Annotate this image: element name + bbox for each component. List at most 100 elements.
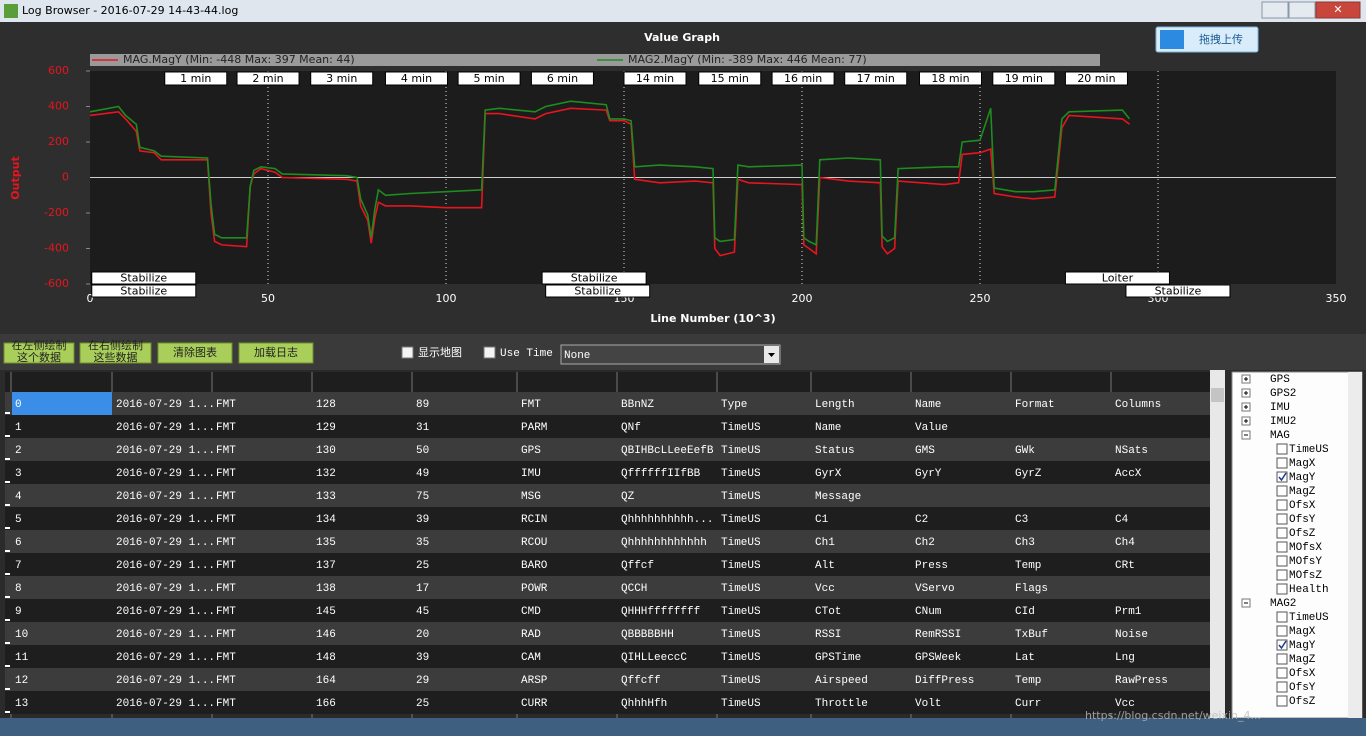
table-row[interactable] xyxy=(5,461,1210,484)
tree-leaf[interactable]: MOfsZ xyxy=(1289,570,1322,582)
tree-node[interactable]: MAG xyxy=(1270,430,1290,442)
table-cell: QffffffIIfBB xyxy=(621,468,701,480)
tree-checkbox[interactable] xyxy=(1276,681,1288,693)
table-cell: Name xyxy=(915,399,941,411)
action-button[interactable] xyxy=(3,342,75,364)
tree-node[interactable]: MAG2 xyxy=(1270,598,1296,610)
tree-leaf[interactable]: TimeUS xyxy=(1289,444,1329,456)
table-row[interactable] xyxy=(5,599,1210,622)
grid-scrollbar[interactable] xyxy=(1210,370,1225,718)
table-cell: 2016-07-29 1... xyxy=(116,445,215,457)
tree-leaf[interactable]: Health xyxy=(1289,584,1329,596)
table-row[interactable] xyxy=(5,530,1210,553)
tree-leaf[interactable]: MagX xyxy=(1289,458,1316,470)
tree-leaf[interactable]: OfsZ xyxy=(1289,528,1316,540)
tree-leaf[interactable]: MagX xyxy=(1289,626,1316,638)
tree-checkbox[interactable] xyxy=(1276,639,1288,651)
table-row[interactable] xyxy=(5,415,1210,438)
tree-checkbox[interactable] xyxy=(1276,527,1288,539)
table-row[interactable] xyxy=(5,622,1210,645)
minute-box xyxy=(310,71,374,86)
watermark: https://blog.csdn.net/weixin_4... xyxy=(1085,709,1261,722)
tree-checkbox[interactable] xyxy=(1276,485,1288,497)
tree-checkbox[interactable] xyxy=(1276,555,1288,567)
maximize-button[interactable] xyxy=(1288,1,1316,19)
tree-checkbox[interactable] xyxy=(1276,471,1288,483)
table-cell: CURR xyxy=(521,698,548,710)
tree-leaf[interactable]: MagY xyxy=(1289,472,1316,484)
table-row[interactable] xyxy=(5,484,1210,507)
y-tick-label: -600 xyxy=(44,277,69,290)
tree-node[interactable]: GPS2 xyxy=(1270,388,1296,400)
tree-leaf[interactable]: MagY xyxy=(1289,640,1316,652)
action-button[interactable] xyxy=(157,342,233,364)
tree-leaf[interactable]: OfsX xyxy=(1289,668,1316,680)
tree-checkbox[interactable] xyxy=(1276,569,1288,581)
tree-checkbox[interactable] xyxy=(1276,499,1288,511)
tree-leaf[interactable]: MagZ xyxy=(1289,654,1316,666)
tree-leaf[interactable]: OfsZ xyxy=(1289,696,1316,708)
title-bar xyxy=(0,0,1366,22)
table-cell: C4 xyxy=(1115,514,1129,526)
tree-leaf[interactable]: OfsY xyxy=(1289,682,1316,694)
tree-checkbox[interactable] xyxy=(1276,443,1288,455)
table-cell: 2016-07-29 1... xyxy=(116,675,215,687)
table-cell: TxBuf xyxy=(1015,629,1048,641)
tree-node[interactable]: IMU2 xyxy=(1270,416,1296,428)
tree-checkbox[interactable] xyxy=(1276,583,1288,595)
tree-checkbox[interactable] xyxy=(1276,667,1288,679)
tree-checkbox[interactable] xyxy=(1276,653,1288,665)
table-cell: QBBBBBHH xyxy=(621,629,674,641)
table-cell: 138 xyxy=(316,583,336,595)
table-row[interactable] xyxy=(5,507,1210,530)
tree-checkbox[interactable] xyxy=(1276,541,1288,553)
table-row[interactable] xyxy=(5,438,1210,461)
table-cell: 4 xyxy=(15,491,22,503)
table-cell: 29 xyxy=(416,675,429,687)
tree-leaf[interactable]: MOfsX xyxy=(1289,542,1322,554)
tree-checkbox[interactable] xyxy=(1276,513,1288,525)
checkbox[interactable] xyxy=(401,346,414,359)
button-label: 在左侧绘制 xyxy=(12,338,67,352)
action-button[interactable] xyxy=(238,342,314,364)
close-button[interactable] xyxy=(1315,1,1361,19)
table-cell: RAD xyxy=(521,629,541,641)
tree-scrollbar[interactable] xyxy=(1348,372,1362,718)
table-cell: C3 xyxy=(1015,514,1028,526)
table-cell: 146 xyxy=(316,629,336,641)
table-row[interactable] xyxy=(5,392,1210,415)
table-row[interactable] xyxy=(5,691,1210,714)
tree-leaf[interactable]: MOfsY xyxy=(1289,556,1322,568)
tree-node[interactable]: GPS xyxy=(1270,374,1290,386)
scroll-thumb[interactable] xyxy=(1211,388,1224,402)
table-cell: 25 xyxy=(416,560,429,572)
tree-checkbox[interactable] xyxy=(1276,611,1288,623)
tree-leaf[interactable]: OfsX xyxy=(1289,500,1316,512)
table-row[interactable] xyxy=(5,668,1210,691)
table-cell: Name xyxy=(815,422,841,434)
minimize-button[interactable] xyxy=(1261,1,1289,19)
app-icon xyxy=(4,4,18,18)
mode-box xyxy=(1064,271,1170,285)
table-row[interactable] xyxy=(5,553,1210,576)
tree-node[interactable]: IMU xyxy=(1270,402,1290,414)
table-cell: 7 xyxy=(15,560,22,572)
tree-checkbox[interactable] xyxy=(1276,625,1288,637)
tree-leaf[interactable]: TimeUS xyxy=(1289,612,1329,624)
y-tick-label: 600 xyxy=(48,64,69,77)
tree-leaf[interactable]: OfsY xyxy=(1289,514,1316,526)
table-cell: 39 xyxy=(416,514,429,526)
table-cell: FMT xyxy=(216,491,236,503)
action-button[interactable] xyxy=(79,342,152,364)
dropdown[interactable] xyxy=(560,344,781,365)
tree-leaf[interactable]: MagZ xyxy=(1289,486,1316,498)
tree-checkbox[interactable] xyxy=(1276,695,1288,707)
tree-check xyxy=(1278,472,1287,482)
checkbox[interactable] xyxy=(483,346,496,359)
table-cell: QHHHffffffff xyxy=(621,606,700,618)
table-row[interactable] xyxy=(5,576,1210,599)
tree-checkbox[interactable] xyxy=(1276,457,1288,469)
table-cell: Length xyxy=(815,399,855,411)
table-cell: 145 xyxy=(316,606,336,618)
table-row[interactable] xyxy=(5,645,1210,668)
